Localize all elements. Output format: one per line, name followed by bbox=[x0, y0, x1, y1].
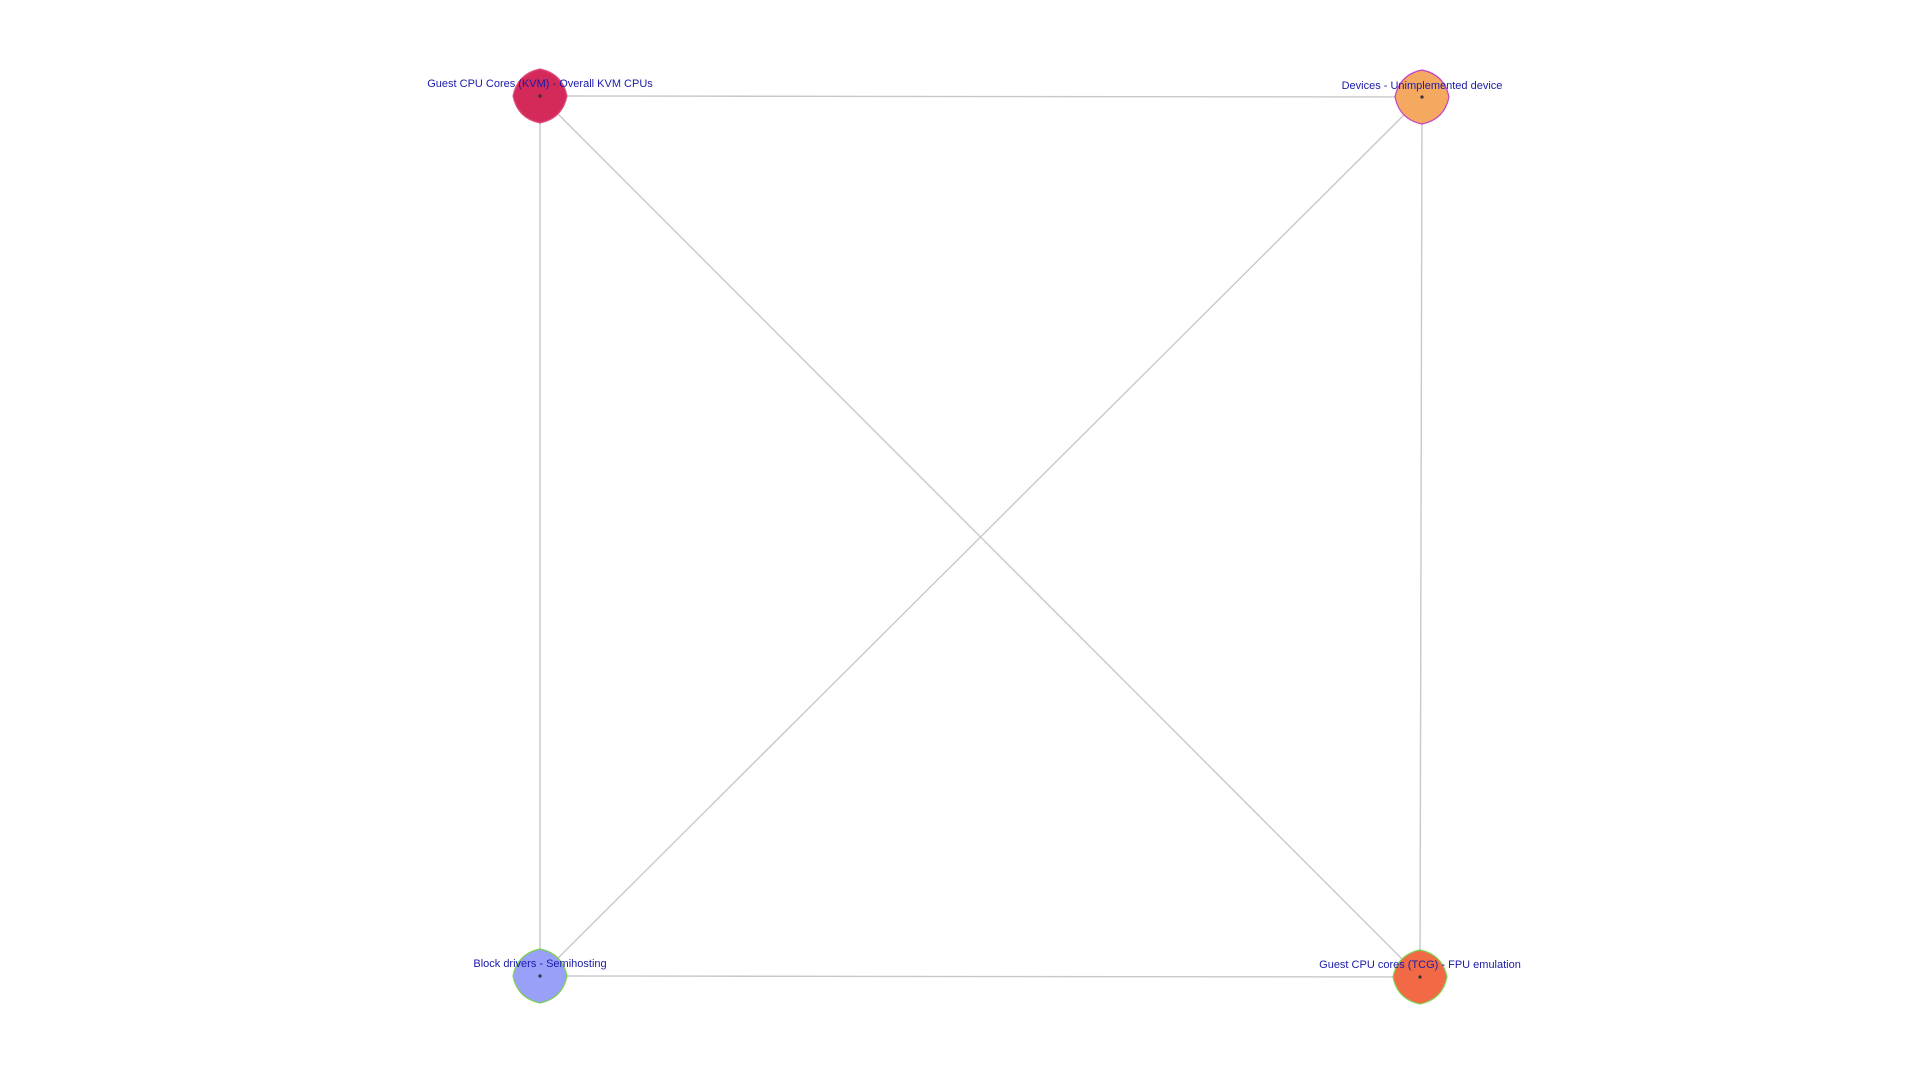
edge-devices-tcg bbox=[1419, 96, 1423, 978]
edges-layer bbox=[539, 95, 1423, 978]
node-kvm[interactable] bbox=[512, 68, 568, 124]
edge-devices-block bbox=[539, 96, 1423, 977]
node-label-devices: Devices - Unimplemented device bbox=[1342, 80, 1503, 92]
edge-kvm-devices bbox=[539, 95, 1423, 98]
edge-block-tcg bbox=[539, 975, 1421, 978]
nodes-layer bbox=[512, 68, 1450, 1005]
labels-layer: Guest CPU Cores (KVM) - Overall KVM CPUs… bbox=[427, 78, 1521, 971]
node-devices[interactable] bbox=[1394, 69, 1450, 125]
node-center-dot bbox=[538, 94, 542, 98]
node-label-block: Block drivers - Semihosting bbox=[473, 958, 606, 970]
node-label-tcg: Guest CPU cores (TCG) - FPU emulation bbox=[1319, 959, 1521, 971]
node-center-dot bbox=[1420, 95, 1424, 99]
node-tcg[interactable] bbox=[1392, 949, 1448, 1005]
node-label-kvm: Guest CPU Cores (KVM) - Overall KVM CPUs bbox=[427, 78, 653, 90]
node-center-dot bbox=[1418, 975, 1422, 979]
edge-kvm-tcg bbox=[539, 95, 1421, 978]
node-block[interactable] bbox=[512, 948, 568, 1004]
node-center-dot bbox=[538, 974, 542, 978]
